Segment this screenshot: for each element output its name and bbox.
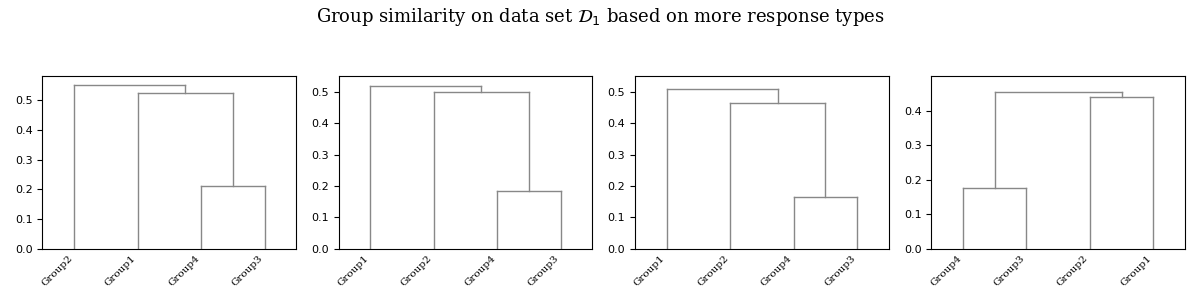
- Text: Group similarity on data set $\mathcal{D}_1$ based on more response types: Group similarity on data set $\mathcal{D…: [316, 6, 884, 28]
